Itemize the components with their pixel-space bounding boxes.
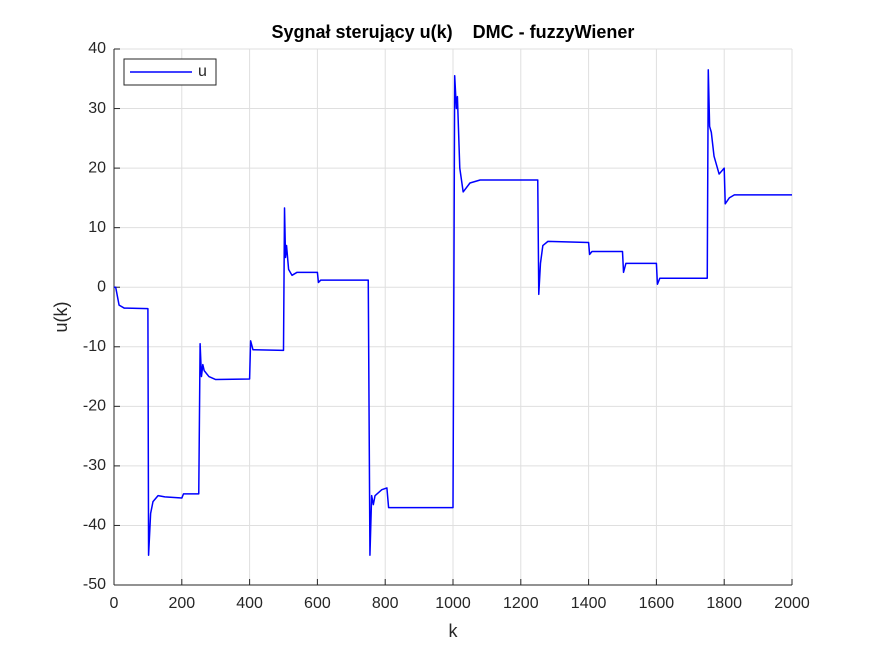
x-tick-label: 1800 — [706, 595, 742, 612]
y-tick-label: -50 — [83, 576, 106, 593]
y-tick-label: 40 — [88, 40, 106, 57]
y-tick-label: -30 — [83, 457, 106, 474]
y-tick-label: -20 — [83, 398, 106, 415]
x-tick-label: 2000 — [774, 595, 810, 612]
y-tick-label: 0 — [97, 278, 106, 295]
x-tick-label: 800 — [372, 595, 399, 612]
chart-title: Sygnał sterujący u(k) DMC - fuzzyWiener — [272, 22, 635, 42]
x-axis-label: k — [449, 621, 459, 641]
y-tick-label: 10 — [88, 219, 106, 236]
x-tick-label: 1600 — [639, 595, 675, 612]
x-tick-label: 600 — [304, 595, 331, 612]
y-tick-label: -40 — [83, 517, 106, 534]
legend-label: u — [198, 63, 207, 80]
data-line — [114, 69, 792, 556]
y-tick-label: 20 — [88, 159, 106, 176]
x-tick-label: 1000 — [435, 595, 471, 612]
x-tick-label: 1200 — [503, 595, 539, 612]
y-tick-label: -10 — [83, 338, 106, 355]
y-axis-label: u(k) — [51, 302, 71, 333]
y-tick-label: 30 — [88, 100, 106, 117]
x-tick-label: 200 — [168, 595, 195, 612]
x-tick-label: 400 — [236, 595, 263, 612]
x-tick-label: 1400 — [571, 595, 607, 612]
x-tick-label: 0 — [110, 595, 119, 612]
